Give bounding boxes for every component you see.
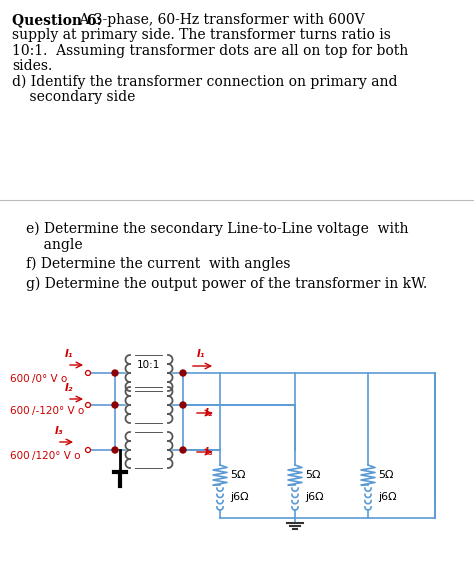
Text: angle: angle xyxy=(26,237,82,252)
Text: 5Ω: 5Ω xyxy=(305,470,320,480)
Text: 600: 600 xyxy=(10,406,33,416)
Text: e) Determine the secondary Line-to-Line voltage  with: e) Determine the secondary Line-to-Line … xyxy=(26,222,409,236)
Text: 10:1.  Assuming transformer dots are all on top for both: 10:1. Assuming transformer dots are all … xyxy=(12,44,408,58)
Circle shape xyxy=(112,370,118,376)
Text: sides.: sides. xyxy=(12,59,52,74)
Text: j6Ω: j6Ω xyxy=(305,492,324,502)
Text: j6Ω: j6Ω xyxy=(378,492,397,502)
Text: 5Ω: 5Ω xyxy=(230,470,246,480)
Circle shape xyxy=(180,402,186,408)
Text: 10:1: 10:1 xyxy=(137,360,161,370)
Text: f) Determine the current  with angles: f) Determine the current with angles xyxy=(26,257,291,271)
Circle shape xyxy=(180,447,186,453)
Text: /0° V o: /0° V o xyxy=(32,374,67,384)
Circle shape xyxy=(112,402,118,408)
Text: j6Ω: j6Ω xyxy=(230,492,249,502)
Text: secondary side: secondary side xyxy=(12,90,136,104)
Text: /-120° V o: /-120° V o xyxy=(32,406,84,416)
Text: I₁: I₁ xyxy=(65,349,73,359)
Text: A 3-phase, 60-Hz transformer with 600V: A 3-phase, 60-Hz transformer with 600V xyxy=(75,13,365,27)
Text: 600: 600 xyxy=(10,451,33,461)
Text: supply at primary side. The transformer turns ratio is: supply at primary side. The transformer … xyxy=(12,28,391,43)
Text: /120° V o: /120° V o xyxy=(32,451,81,461)
Text: I₃: I₃ xyxy=(55,426,64,436)
Text: 5Ω: 5Ω xyxy=(378,470,393,480)
Text: I₁: I₁ xyxy=(197,349,205,359)
Text: I₂: I₂ xyxy=(205,408,213,418)
Text: I₃: I₃ xyxy=(205,447,213,457)
Text: Question 6:: Question 6: xyxy=(12,13,101,27)
Circle shape xyxy=(112,447,118,453)
Text: g) Determine the output power of the transformer in kW.: g) Determine the output power of the tra… xyxy=(26,276,427,291)
Text: I₂: I₂ xyxy=(65,383,73,393)
Circle shape xyxy=(180,370,186,376)
Text: d) Identify the transformer connection on primary and: d) Identify the transformer connection o… xyxy=(12,75,398,89)
Text: 600: 600 xyxy=(10,374,33,384)
